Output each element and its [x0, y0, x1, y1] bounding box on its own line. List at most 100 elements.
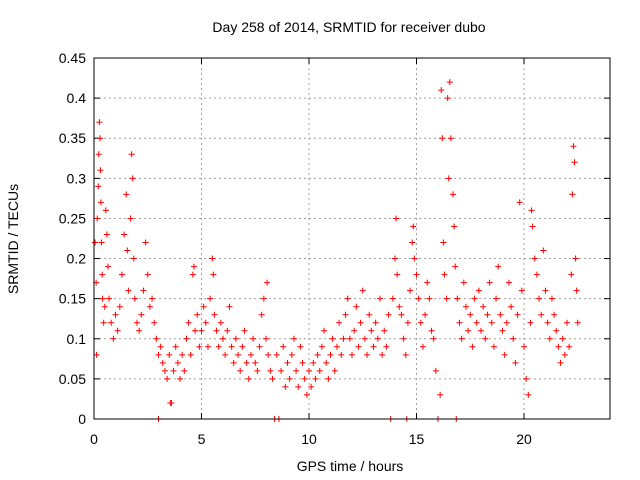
data-point	[538, 311, 545, 318]
data-point	[381, 327, 388, 334]
data-point	[293, 367, 300, 374]
data-point	[200, 303, 207, 310]
x-tick-label: 20	[516, 431, 532, 447]
data-point	[226, 303, 233, 310]
data-point	[142, 239, 149, 246]
data-point	[531, 255, 538, 262]
data-point	[573, 287, 580, 294]
data-point	[413, 271, 420, 278]
data-point	[404, 319, 411, 326]
data-point	[131, 295, 138, 302]
data-point	[544, 319, 551, 326]
data-point	[551, 311, 558, 318]
data-point	[447, 135, 454, 142]
data-point	[174, 359, 181, 366]
data-point	[424, 279, 431, 286]
data-point	[359, 287, 366, 294]
data-point	[267, 367, 274, 374]
data-point	[557, 359, 564, 366]
data-point	[364, 351, 371, 358]
data-point	[112, 311, 119, 318]
data-point	[159, 359, 166, 366]
data-point	[422, 311, 429, 318]
data-point	[469, 343, 476, 350]
data-point	[101, 303, 108, 310]
data-point	[280, 343, 287, 350]
data-point	[310, 359, 317, 366]
data-point	[366, 311, 373, 318]
data-point	[181, 367, 188, 374]
data-point	[518, 287, 525, 294]
data-point	[166, 351, 173, 358]
data-point	[441, 271, 448, 278]
data-point	[258, 311, 265, 318]
data-point	[351, 327, 358, 334]
y-axis-ticks: 0 0.05 0.1 0.15 0.2 0.25 0.3 0.35 0.4 0.45	[59, 50, 610, 427]
data-point	[569, 191, 576, 198]
data-point	[444, 95, 451, 102]
data-point	[336, 319, 343, 326]
data-point	[243, 359, 250, 366]
data-point	[157, 343, 164, 350]
data-point	[164, 375, 171, 382]
data-point	[213, 327, 220, 334]
data-point	[254, 367, 261, 374]
data-point	[172, 343, 179, 350]
data-point	[493, 295, 500, 302]
data-point	[321, 327, 328, 334]
data-point	[465, 327, 472, 334]
data-point	[452, 263, 459, 270]
data-point	[312, 375, 319, 382]
data-point	[269, 375, 276, 382]
y-tick-label: 0.3	[67, 170, 87, 186]
data-point	[247, 351, 254, 358]
data-point	[177, 375, 183, 382]
data-point	[155, 351, 162, 358]
data-point	[116, 303, 123, 310]
data-point	[571, 159, 578, 166]
data-point	[542, 287, 549, 294]
data-point	[497, 311, 504, 318]
data-point	[222, 351, 229, 358]
data-point	[95, 151, 102, 158]
data-point	[146, 303, 153, 310]
data-point	[370, 343, 377, 350]
data-point	[124, 247, 131, 254]
data-point	[239, 343, 246, 350]
y-tick-label: 0.4	[67, 90, 87, 106]
data-point	[224, 327, 231, 334]
data-point	[540, 247, 547, 254]
data-point	[329, 335, 336, 342]
data-point	[95, 183, 102, 190]
plot-frame	[93, 57, 611, 420]
data-point	[499, 327, 506, 334]
data-point	[564, 319, 570, 326]
data-point	[100, 319, 107, 326]
data-point	[230, 359, 237, 366]
data-point	[99, 271, 106, 278]
y-tick-label: 0.1	[67, 331, 87, 347]
data-point	[357, 319, 364, 326]
data-point	[353, 303, 360, 310]
data-point	[389, 295, 396, 302]
data-point	[501, 351, 508, 358]
data-point	[149, 295, 156, 302]
data-point	[510, 335, 517, 342]
data-point	[264, 279, 271, 286]
data-point	[190, 263, 197, 270]
data-point	[196, 343, 203, 350]
data-point	[514, 311, 521, 318]
data-point	[140, 287, 147, 294]
data-point	[548, 295, 555, 302]
data-point	[536, 295, 543, 302]
data-point	[161, 367, 168, 374]
data-point	[417, 319, 424, 326]
data-point	[256, 343, 263, 350]
data-point	[235, 351, 242, 358]
x-tick-label: 0	[90, 431, 98, 447]
data-point	[210, 271, 217, 278]
y-tick-label: 0.2	[67, 251, 87, 267]
data-point	[392, 255, 398, 262]
data-point	[349, 351, 355, 358]
data-point	[290, 335, 297, 342]
